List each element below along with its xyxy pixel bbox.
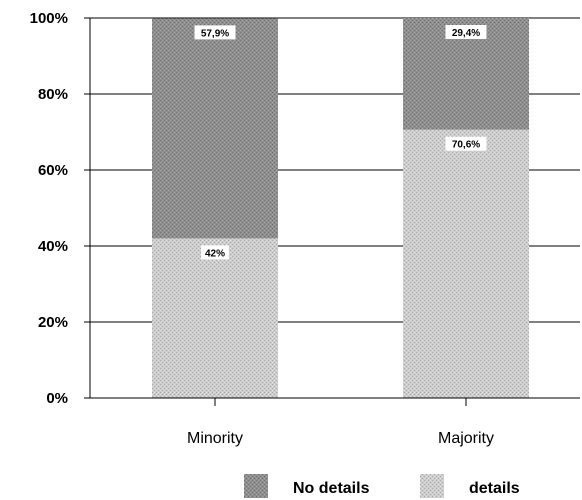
data-label-bg [445, 136, 487, 151]
y-tick-label: 80% [38, 86, 68, 103]
data-label-bg [201, 245, 229, 260]
data-label-bg [194, 25, 236, 40]
data-label: 70,6% [452, 140, 480, 151]
legend-swatch [420, 474, 444, 498]
legend-label: No details [293, 480, 370, 497]
y-tick-label: 40% [38, 238, 68, 255]
data-label: 42% [205, 248, 225, 259]
bars [152, 18, 529, 398]
y-tick-label: 100% [30, 10, 68, 27]
x-category-label: Minority [187, 430, 243, 447]
bar-no-details-minority [152, 18, 278, 239]
y-tick-label: 0% [46, 390, 68, 407]
legend: No details details [244, 474, 520, 498]
legend-swatch [244, 474, 268, 498]
legend-label: details [469, 480, 520, 497]
data-label-bg [445, 25, 487, 39]
data-label: 29,4% [452, 28, 480, 39]
data-label: 57,9% [201, 28, 229, 39]
x-category-label: Majority [438, 430, 494, 447]
axes: 0% 20% 40% 60% 80% 100% Minority Majority [30, 10, 580, 447]
y-tick-label: 20% [38, 314, 68, 331]
bar-details-minority [152, 238, 278, 398]
y-tick-label: 60% [38, 162, 68, 179]
data-labels: 42% 57,9% 70,6% 29,4% [194, 25, 487, 260]
bar-details-majority [403, 129, 529, 398]
